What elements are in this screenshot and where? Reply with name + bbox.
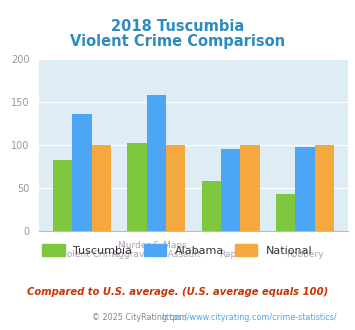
Text: Murder & Mans...: Murder & Mans... [118, 241, 195, 250]
Bar [92, 145, 111, 231]
Text: Robbery: Robbery [286, 250, 324, 259]
Text: Aggravated Assault: Aggravated Assault [112, 250, 201, 259]
Bar [315, 145, 334, 231]
Bar [127, 144, 147, 231]
Bar [240, 145, 260, 231]
Bar [53, 160, 72, 231]
Text: Violent Crime Comparison: Violent Crime Comparison [70, 34, 285, 49]
Text: Compared to U.S. average. (U.S. average equals 100): Compared to U.S. average. (U.S. average … [27, 287, 328, 297]
Text: All Violent Crime: All Violent Crime [44, 250, 120, 259]
Text: 2018 Tuscumbia: 2018 Tuscumbia [111, 19, 244, 34]
Bar [295, 147, 315, 231]
Legend: Tuscumbia, Alabama, National: Tuscumbia, Alabama, National [38, 240, 317, 260]
Text: https://www.cityrating.com/crime-statistics/: https://www.cityrating.com/crime-statist… [162, 313, 337, 322]
Bar [276, 194, 295, 231]
Bar [221, 148, 240, 231]
Text: © 2025 CityRating.com -: © 2025 CityRating.com - [92, 313, 195, 322]
Bar [166, 145, 185, 231]
Bar [202, 181, 221, 231]
Text: Rape: Rape [219, 250, 242, 259]
Bar [72, 114, 92, 231]
Bar [147, 95, 166, 231]
